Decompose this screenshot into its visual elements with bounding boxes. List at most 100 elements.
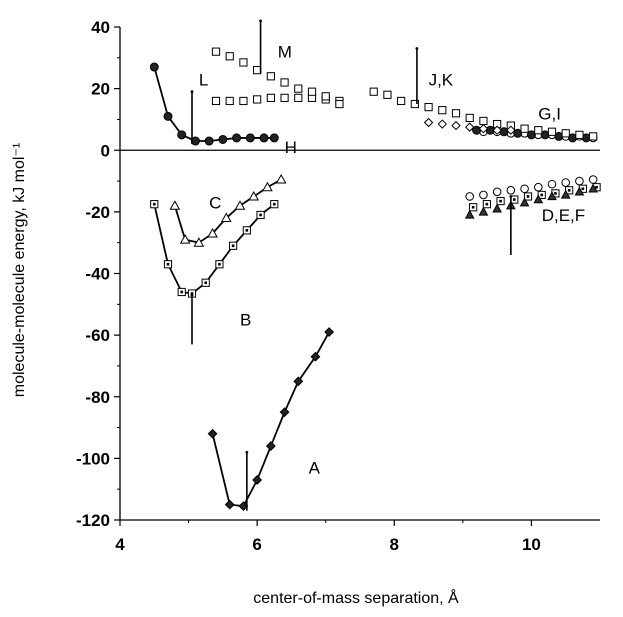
data-point xyxy=(177,130,187,140)
data-point xyxy=(547,179,557,189)
data-point xyxy=(234,200,246,210)
data-point xyxy=(307,87,317,96)
x-tick-label: 6 xyxy=(252,535,261,554)
data-point xyxy=(266,72,275,81)
data-point-center xyxy=(581,187,585,191)
data-point xyxy=(262,181,273,192)
y-tick-label: -20 xyxy=(85,203,110,222)
data-point-center xyxy=(259,213,262,217)
y-tick-label: 40 xyxy=(91,18,110,37)
data-point xyxy=(275,174,287,184)
series-label: H xyxy=(285,138,297,157)
data-point xyxy=(492,125,502,135)
data-point xyxy=(561,129,570,138)
data-point xyxy=(575,130,584,139)
data-point xyxy=(465,122,475,132)
data-point xyxy=(266,93,275,102)
data-point xyxy=(492,203,502,213)
series-label: M xyxy=(278,43,292,62)
x-axis-title: center-of-mass separation, Å xyxy=(253,588,459,607)
data-point xyxy=(561,178,571,187)
data-point xyxy=(225,52,234,61)
data-point xyxy=(193,237,205,247)
data-point xyxy=(294,93,303,102)
data-point-center xyxy=(152,202,156,206)
series-line xyxy=(211,331,330,508)
data-point xyxy=(211,96,221,106)
data-point-center xyxy=(231,244,235,248)
data-point xyxy=(265,441,276,451)
chart-axes: -120 -100 -80 -60 -40 -20 0 20 40 4 6 8 10 xyxy=(76,18,600,554)
series-b xyxy=(150,200,279,298)
minimum-marker-cap xyxy=(190,293,194,297)
data-point-center xyxy=(540,193,544,197)
data-point xyxy=(588,183,598,193)
series-line xyxy=(153,203,275,295)
data-point xyxy=(324,327,335,337)
series-c xyxy=(169,174,287,247)
data-point xyxy=(204,136,214,146)
data-point-center xyxy=(166,262,170,266)
data-point xyxy=(369,87,378,96)
series-h xyxy=(149,62,279,146)
data-point xyxy=(437,119,447,129)
data-point xyxy=(280,78,289,87)
series-a xyxy=(207,327,335,512)
data-point xyxy=(424,103,433,112)
data-point-center xyxy=(595,185,598,189)
data-point xyxy=(513,128,523,138)
data-point-center xyxy=(180,290,184,294)
data-point xyxy=(465,113,474,122)
y-tick-label: -100 xyxy=(76,449,110,468)
data-point xyxy=(163,111,173,121)
data-point xyxy=(225,96,234,106)
data-point xyxy=(207,227,218,238)
data-point xyxy=(239,96,248,106)
series-m xyxy=(211,47,344,109)
minimum-marker-cap xyxy=(259,19,262,23)
series-i xyxy=(472,125,591,143)
series-e xyxy=(469,183,601,212)
data-point xyxy=(547,191,557,201)
data-point xyxy=(547,127,557,136)
series-d xyxy=(465,175,598,201)
data-point xyxy=(269,133,279,143)
data-point xyxy=(253,95,262,104)
data-point-center xyxy=(554,192,557,195)
data-point xyxy=(588,175,598,184)
chart-marks xyxy=(149,47,601,512)
series-label: G,I xyxy=(538,104,561,123)
data-point xyxy=(245,133,255,143)
series-label: D,E,F xyxy=(542,206,585,225)
series-k xyxy=(423,117,516,135)
data-point xyxy=(589,132,598,141)
chart-annotations: M L J,K G,I H C D,E,F B A xyxy=(190,19,585,511)
data-point xyxy=(280,93,289,102)
data-point xyxy=(526,130,536,140)
data-point-center xyxy=(499,199,502,203)
data-point xyxy=(506,186,516,195)
data-point xyxy=(294,84,303,93)
data-point xyxy=(520,124,529,133)
data-point xyxy=(259,133,269,143)
data-point xyxy=(397,96,406,106)
data-point xyxy=(310,351,321,362)
data-point xyxy=(410,99,419,109)
data-point xyxy=(492,187,502,197)
series-label: C xyxy=(209,194,221,213)
y-tick-label: 0 xyxy=(101,141,110,160)
data-point xyxy=(465,192,475,201)
data-point xyxy=(506,125,516,135)
data-point xyxy=(149,62,159,72)
data-point xyxy=(224,499,235,510)
series-label: L xyxy=(199,70,208,89)
data-point xyxy=(218,134,228,144)
y-axis-title: molecule-molecule energy, kJ mol⁻¹ xyxy=(11,143,28,397)
data-point xyxy=(383,90,392,99)
data-point xyxy=(423,117,434,128)
data-point xyxy=(220,212,232,223)
data-point xyxy=(252,475,263,485)
series-label: J,K xyxy=(429,70,454,89)
data-point xyxy=(293,376,304,387)
